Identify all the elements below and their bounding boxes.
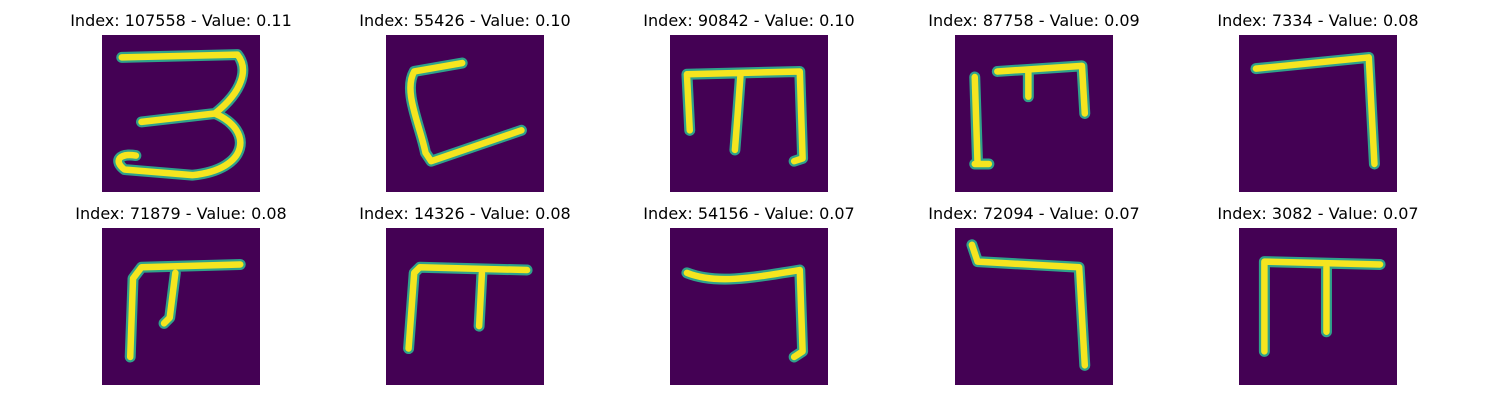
panel-title: Index: 14326 - Value: 0.08 bbox=[359, 204, 571, 223]
panel-title: Index: 107558 - Value: 0.11 bbox=[70, 11, 292, 30]
digit-image bbox=[955, 228, 1113, 385]
panel-title: Index: 7334 - Value: 0.08 bbox=[1217, 11, 1419, 30]
digit-image bbox=[386, 228, 544, 385]
panel-title: Index: 87758 - Value: 0.09 bbox=[928, 11, 1140, 30]
digit-image bbox=[670, 228, 828, 385]
digit-image bbox=[102, 228, 260, 385]
panel-title: Index: 3082 - Value: 0.07 bbox=[1217, 204, 1419, 223]
digit-image bbox=[102, 35, 260, 192]
digit-image bbox=[386, 35, 544, 192]
digit-image bbox=[1239, 228, 1397, 385]
panel-title: Index: 90842 - Value: 0.10 bbox=[643, 11, 855, 30]
panel-title: Index: 55426 - Value: 0.10 bbox=[359, 11, 571, 30]
digit-image bbox=[1239, 35, 1397, 192]
panel-title: Index: 72094 - Value: 0.07 bbox=[928, 204, 1140, 223]
panel-title: Index: 54156 - Value: 0.07 bbox=[643, 204, 855, 223]
digit-image bbox=[955, 35, 1113, 192]
digit-image bbox=[670, 35, 828, 192]
panel-title: Index: 71879 - Value: 0.08 bbox=[75, 204, 287, 223]
